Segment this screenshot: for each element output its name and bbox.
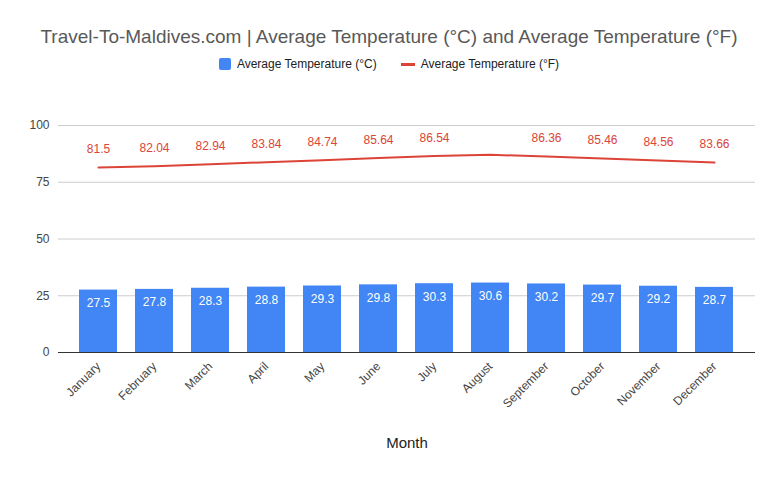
svg-text:27.8: 27.8 bbox=[143, 295, 167, 309]
svg-text:27.5: 27.5 bbox=[87, 296, 111, 310]
svg-text:November: November bbox=[614, 359, 663, 408]
html-text:Average Temperature (°C): Average Temperature (°C) bbox=[236, 57, 377, 71]
svg-text:July: July bbox=[414, 359, 439, 384]
svg-text:85.64: 85.64 bbox=[363, 133, 393, 147]
svg-text:25: 25 bbox=[36, 289, 50, 303]
svg-text:82.94: 82.94 bbox=[195, 139, 225, 153]
svg-text:August: August bbox=[459, 359, 496, 396]
svg-text:28.8: 28.8 bbox=[255, 293, 279, 307]
svg-text:0: 0 bbox=[43, 345, 50, 359]
svg-text:April: April bbox=[244, 359, 271, 386]
svg-text:29.3: 29.3 bbox=[311, 292, 335, 306]
svg-text:28.3: 28.3 bbox=[199, 294, 223, 308]
svg-text:84.56: 84.56 bbox=[643, 135, 673, 149]
svg-text:30.6: 30.6 bbox=[479, 289, 503, 303]
html-text:Travel-To-Maldives.com | Avera: Travel-To-Maldives.com | Average Tempera… bbox=[40, 26, 738, 47]
svg-text:29.7: 29.7 bbox=[591, 291, 615, 305]
svg-text:June: June bbox=[355, 359, 384, 388]
svg-text:30.3: 30.3 bbox=[423, 290, 447, 304]
svg-text:86.36: 86.36 bbox=[531, 131, 561, 145]
svg-text:75: 75 bbox=[36, 175, 50, 189]
svg-text:January: January bbox=[63, 359, 103, 399]
svg-text:29.2: 29.2 bbox=[647, 292, 671, 306]
svg-text:September: September bbox=[500, 359, 551, 410]
svg-text:29.8: 29.8 bbox=[367, 291, 391, 305]
svg-text:28.7: 28.7 bbox=[703, 293, 727, 307]
svg-text:February: February bbox=[115, 359, 159, 403]
svg-text:83.66: 83.66 bbox=[699, 137, 729, 151]
svg-text:81.5: 81.5 bbox=[87, 142, 111, 156]
svg-text:50: 50 bbox=[36, 232, 50, 246]
svg-text:83.84: 83.84 bbox=[251, 137, 281, 151]
html-text:Average Temperature (°F): Average Temperature (°F) bbox=[420, 57, 560, 71]
svg-text:May: May bbox=[301, 359, 327, 385]
svg-text:84.74: 84.74 bbox=[307, 135, 337, 149]
svg-text:82.04: 82.04 bbox=[139, 141, 169, 155]
svg-text:December: December bbox=[670, 359, 719, 408]
svg-text:85.46: 85.46 bbox=[587, 133, 617, 147]
svg-text:86.54: 86.54 bbox=[419, 131, 449, 145]
svg-text:Month: Month bbox=[386, 434, 428, 451]
svg-text:March: March bbox=[182, 359, 215, 392]
svg-text:October: October bbox=[567, 359, 607, 399]
svg-text:100: 100 bbox=[29, 118, 49, 132]
svg-text:30.2: 30.2 bbox=[535, 290, 559, 304]
